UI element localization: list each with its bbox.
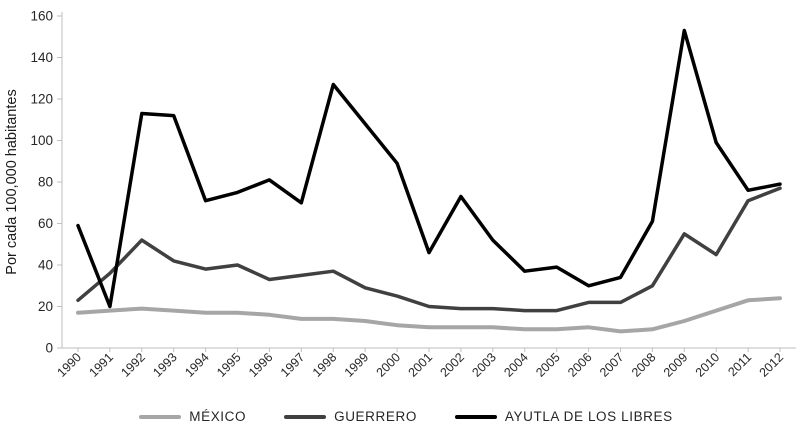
x-tick-label: 1991 <box>86 350 116 380</box>
x-tick-label: 1993 <box>150 350 180 380</box>
y-tick-label: 120 <box>30 92 53 107</box>
y-tick-label: 0 <box>45 341 53 356</box>
x-tick-label: 2002 <box>437 350 467 380</box>
y-tick-label: 100 <box>30 133 53 148</box>
x-tick-label: 2001 <box>406 350 436 380</box>
legend-label-mexico: MÉXICO <box>189 409 247 424</box>
x-tick-label: 2008 <box>629 350 659 380</box>
y-tick-label: 40 <box>38 258 53 273</box>
legend-swatch-ayutla <box>454 414 497 419</box>
axes <box>61 12 796 349</box>
x-axis-ticks: 1990 1991 1992 1993 1994 1995 1996 1997 1998 1999… <box>55 348 787 380</box>
y-axis-ticks: 0 20 40 60 80 100 120 140 160 <box>30 9 62 356</box>
x-tick-label: 2011 <box>725 350 754 379</box>
x-tick-label: 2003 <box>469 350 499 380</box>
x-tick-label: 2012 <box>757 350 787 380</box>
x-tick-label: 2006 <box>565 350 595 380</box>
x-tick-label: 2005 <box>533 350 563 380</box>
y-axis-title: Por cada 100,000 habitantes <box>4 89 20 274</box>
x-tick-label: 2009 <box>661 350 691 380</box>
x-tick-label: 1996 <box>246 350 276 380</box>
x-tick-label: 1998 <box>310 350 340 380</box>
series-line-0 <box>76 296 782 334</box>
x-tick-label: 1997 <box>278 350 308 380</box>
series-line-2 <box>76 28 782 309</box>
x-tick-label: 1990 <box>55 350 85 380</box>
y-tick-label: 80 <box>38 175 53 190</box>
legend-item-guerrero: GUERRERO <box>284 409 417 424</box>
x-tick-label: 2007 <box>597 350 627 380</box>
x-tick-label: 2004 <box>501 350 531 380</box>
legend-swatch-guerrero <box>284 414 327 419</box>
x-tick-label: 2000 <box>374 350 404 380</box>
x-tick-label: 1994 <box>182 350 212 380</box>
series-line-1 <box>76 186 782 313</box>
y-tick-label: 140 <box>30 50 53 65</box>
legend-item-ayutla: AYUTLA DE LOS LIBRES <box>454 409 673 424</box>
legend-label-guerrero: GUERRERO <box>334 409 417 424</box>
y-tick-label: 20 <box>38 299 53 314</box>
chart-legend: MÉXICO GUERRERO AYUTLA DE LOS LIBRES <box>0 398 812 443</box>
y-tick-label: 60 <box>38 216 53 231</box>
x-tick-label: 1992 <box>118 350 148 380</box>
legend-item-mexico: MÉXICO <box>139 409 246 424</box>
x-tick-label: 1999 <box>342 350 372 380</box>
x-tick-label: 1995 <box>214 350 244 380</box>
legend-swatch-mexico <box>139 414 182 419</box>
y-tick-label: 160 <box>30 9 53 24</box>
legend-label-ayutla: AYUTLA DE LOS LIBRES <box>504 409 673 424</box>
x-tick-label: 2010 <box>693 350 723 380</box>
